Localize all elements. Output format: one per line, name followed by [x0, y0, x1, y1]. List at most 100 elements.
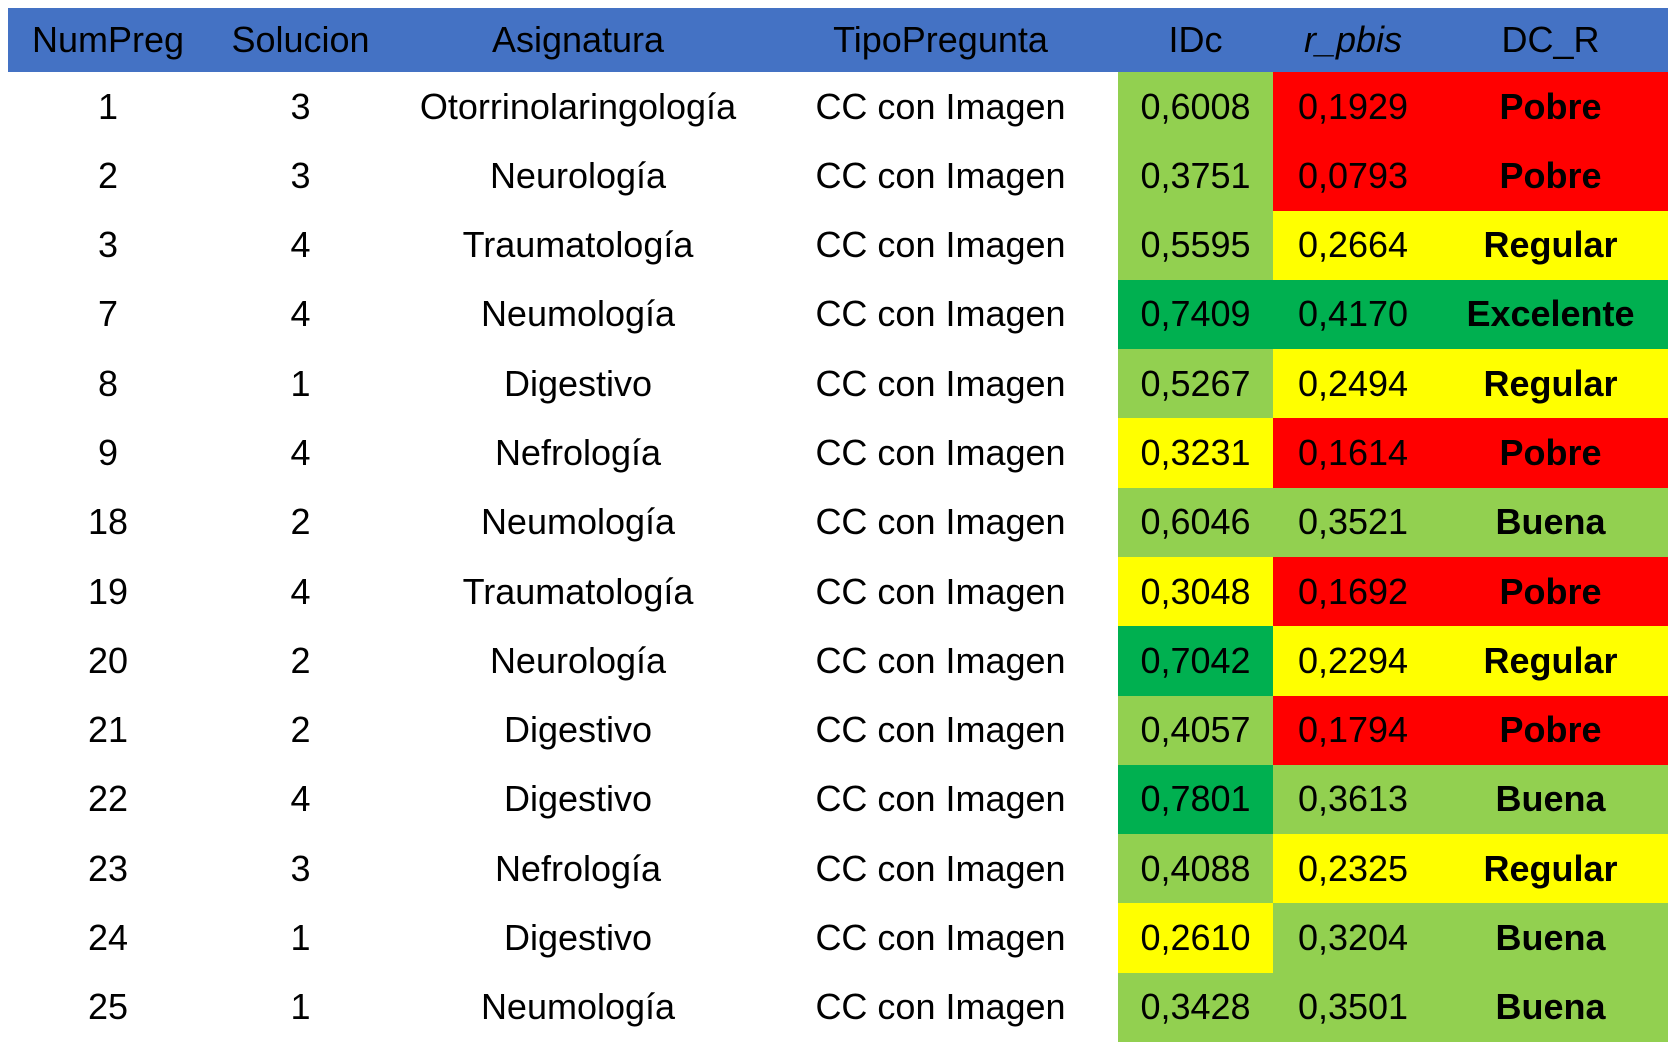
cell-rpbis: 0,3521 [1273, 487, 1433, 557]
cell-idc: 0,3751 [1118, 141, 1273, 211]
cell-rpbis: 0,2494 [1273, 349, 1433, 419]
cell-numpreg: 23 [87, 847, 129, 889]
cell-asignatura: Neurología [489, 154, 667, 196]
column-header-tipopregunta: TipoPregunta [833, 19, 1048, 60]
cell-solucion: 4 [290, 224, 311, 266]
cell-rpbis: 0,1614 [1273, 418, 1433, 488]
cell-rpbis: 0,4170 [1273, 279, 1433, 350]
cell-solucion: 4 [290, 778, 311, 820]
cell-asignatura: Traumatología [462, 224, 694, 266]
cell-tipopregunta: CC con Imagen [815, 85, 1066, 127]
cell-idc: 0,3428 [1118, 972, 1273, 1042]
table-row: 22 4 Digestivo CC con Imagen 0,7801 0,36… [8, 764, 1668, 835]
table-header-row: NumPreg Solucion Asignatura TipoPregunta… [8, 8, 1668, 72]
cell-solucion: 1 [290, 986, 311, 1028]
table-row: 23 3 Nefrología CC con Imagen 0,4088 0,2… [8, 834, 1668, 904]
cell-numpreg: 8 [97, 362, 119, 404]
cell-asignatura: Digestivo [503, 362, 653, 404]
cell-solucion: 1 [290, 362, 311, 404]
cell-asignatura: Neumología [480, 986, 676, 1028]
cell-idc: 0,7409 [1118, 279, 1273, 350]
cell-rpbis: 0,3204 [1273, 903, 1433, 973]
table-row: 8 1 Digestivo CC con Imagen 0,5267 0,249… [8, 349, 1668, 419]
cell-idc: 0,6008 [1118, 72, 1273, 142]
item-analysis-table: NumPreg Solucion Asignatura TipoPregunta… [8, 8, 1668, 1042]
cell-numpreg: 1 [97, 85, 119, 127]
cell-numpreg: 2 [97, 154, 119, 196]
cell-asignatura: Neumología [480, 501, 676, 543]
cell-dcr: Pobre [1433, 72, 1668, 142]
cell-numpreg: 7 [97, 293, 119, 335]
cell-tipopregunta: CC con Imagen [815, 570, 1066, 612]
cell-dcr: Buena [1433, 972, 1668, 1042]
cell-asignatura: Nefrología [494, 432, 662, 474]
cell-tipopregunta: CC con Imagen [815, 501, 1066, 543]
cell-idc: 0,7042 [1118, 626, 1273, 696]
column-header-rpbis: r_pbis [1303, 19, 1403, 60]
table-row: 7 4 Neumología CC con Imagen 0,7409 0,41… [8, 279, 1668, 350]
cell-idc: 0,7801 [1118, 764, 1273, 835]
cell-asignatura: Neumología [480, 293, 676, 335]
cell-dcr: Pobre [1433, 141, 1668, 211]
cell-tipopregunta: CC con Imagen [815, 224, 1066, 266]
cell-numpreg: 21 [87, 709, 129, 751]
cell-solucion: 2 [290, 709, 311, 751]
cell-rpbis: 0,1692 [1273, 556, 1433, 627]
table-row: 3 4 Traumatología CC con Imagen 0,5595 0… [8, 210, 1668, 280]
cell-solucion: 4 [290, 293, 311, 335]
table-row: 21 2 Digestivo CC con Imagen 0,4057 0,17… [8, 695, 1668, 765]
table-row: 9 4 Nefrología CC con Imagen 0,3231 0,16… [8, 418, 1668, 488]
cell-idc: 0,4088 [1118, 834, 1273, 904]
cell-dcr: Regular [1433, 834, 1668, 904]
cell-tipopregunta: CC con Imagen [815, 639, 1066, 681]
cell-tipopregunta: CC con Imagen [815, 293, 1066, 335]
cell-asignatura: Neurología [489, 639, 667, 681]
cell-dcr: Buena [1433, 764, 1668, 835]
column-header-solucion: Solucion [231, 19, 370, 60]
cell-tipopregunta: CC con Imagen [815, 778, 1066, 820]
cell-numpreg: 9 [97, 432, 119, 474]
column-header-numpreg: NumPreg [31, 19, 185, 60]
cell-dcr: Pobre [1433, 695, 1668, 765]
cell-asignatura: Traumatología [462, 570, 694, 612]
table-row: 20 2 Neurología CC con Imagen 0,7042 0,2… [8, 626, 1668, 696]
cell-tipopregunta: CC con Imagen [815, 362, 1066, 404]
cell-solucion: 2 [290, 501, 311, 543]
cell-asignatura: Otorrinolaringología [419, 85, 737, 127]
cell-numpreg: 22 [87, 778, 129, 820]
cell-numpreg: 20 [87, 639, 129, 681]
table-row: 2 3 Neurología CC con Imagen 0,3751 0,07… [8, 141, 1668, 211]
cell-idc: 0,4057 [1118, 695, 1273, 765]
table-row: 19 4 Traumatología CC con Imagen 0,3048 … [8, 556, 1668, 627]
table-row: 18 2 Neumología CC con Imagen 0,6046 0,3… [8, 487, 1668, 557]
cell-rpbis: 0,2294 [1273, 626, 1433, 696]
cell-idc: 0,3231 [1118, 418, 1273, 488]
cell-rpbis: 0,3501 [1273, 972, 1433, 1042]
cell-dcr: Regular [1433, 349, 1668, 419]
cell-numpreg: 19 [87, 570, 129, 612]
column-header-idc: IDc [1168, 19, 1223, 60]
cell-solucion: 2 [290, 639, 311, 681]
cell-numpreg: 3 [97, 224, 119, 266]
cell-tipopregunta: CC con Imagen [815, 432, 1066, 474]
cell-asignatura: Digestivo [503, 709, 653, 751]
table-row: 24 1 Digestivo CC con Imagen 0,2610 0,32… [8, 903, 1668, 973]
cell-tipopregunta: CC con Imagen [815, 986, 1066, 1028]
cell-tipopregunta: CC con Imagen [815, 847, 1066, 889]
cell-asignatura: Nefrología [494, 847, 662, 889]
column-header-asignatura: Asignatura [491, 19, 665, 60]
cell-dcr: Buena [1433, 903, 1668, 973]
column-header-dcr: DC_R [1501, 19, 1600, 60]
cell-solucion: 4 [290, 570, 311, 612]
table-row: 25 1 Neumología CC con Imagen 0,3428 0,3… [8, 972, 1668, 1042]
cell-idc: 0,3048 [1118, 556, 1273, 627]
cell-solucion: 1 [290, 917, 311, 959]
cell-numpreg: 18 [87, 501, 129, 543]
cell-tipopregunta: CC con Imagen [815, 917, 1066, 959]
cell-rpbis: 0,2325 [1273, 834, 1433, 904]
cell-solucion: 3 [290, 154, 311, 196]
cell-dcr: Pobre [1433, 556, 1668, 627]
cell-asignatura: Digestivo [503, 917, 653, 959]
cell-tipopregunta: CC con Imagen [815, 154, 1066, 196]
